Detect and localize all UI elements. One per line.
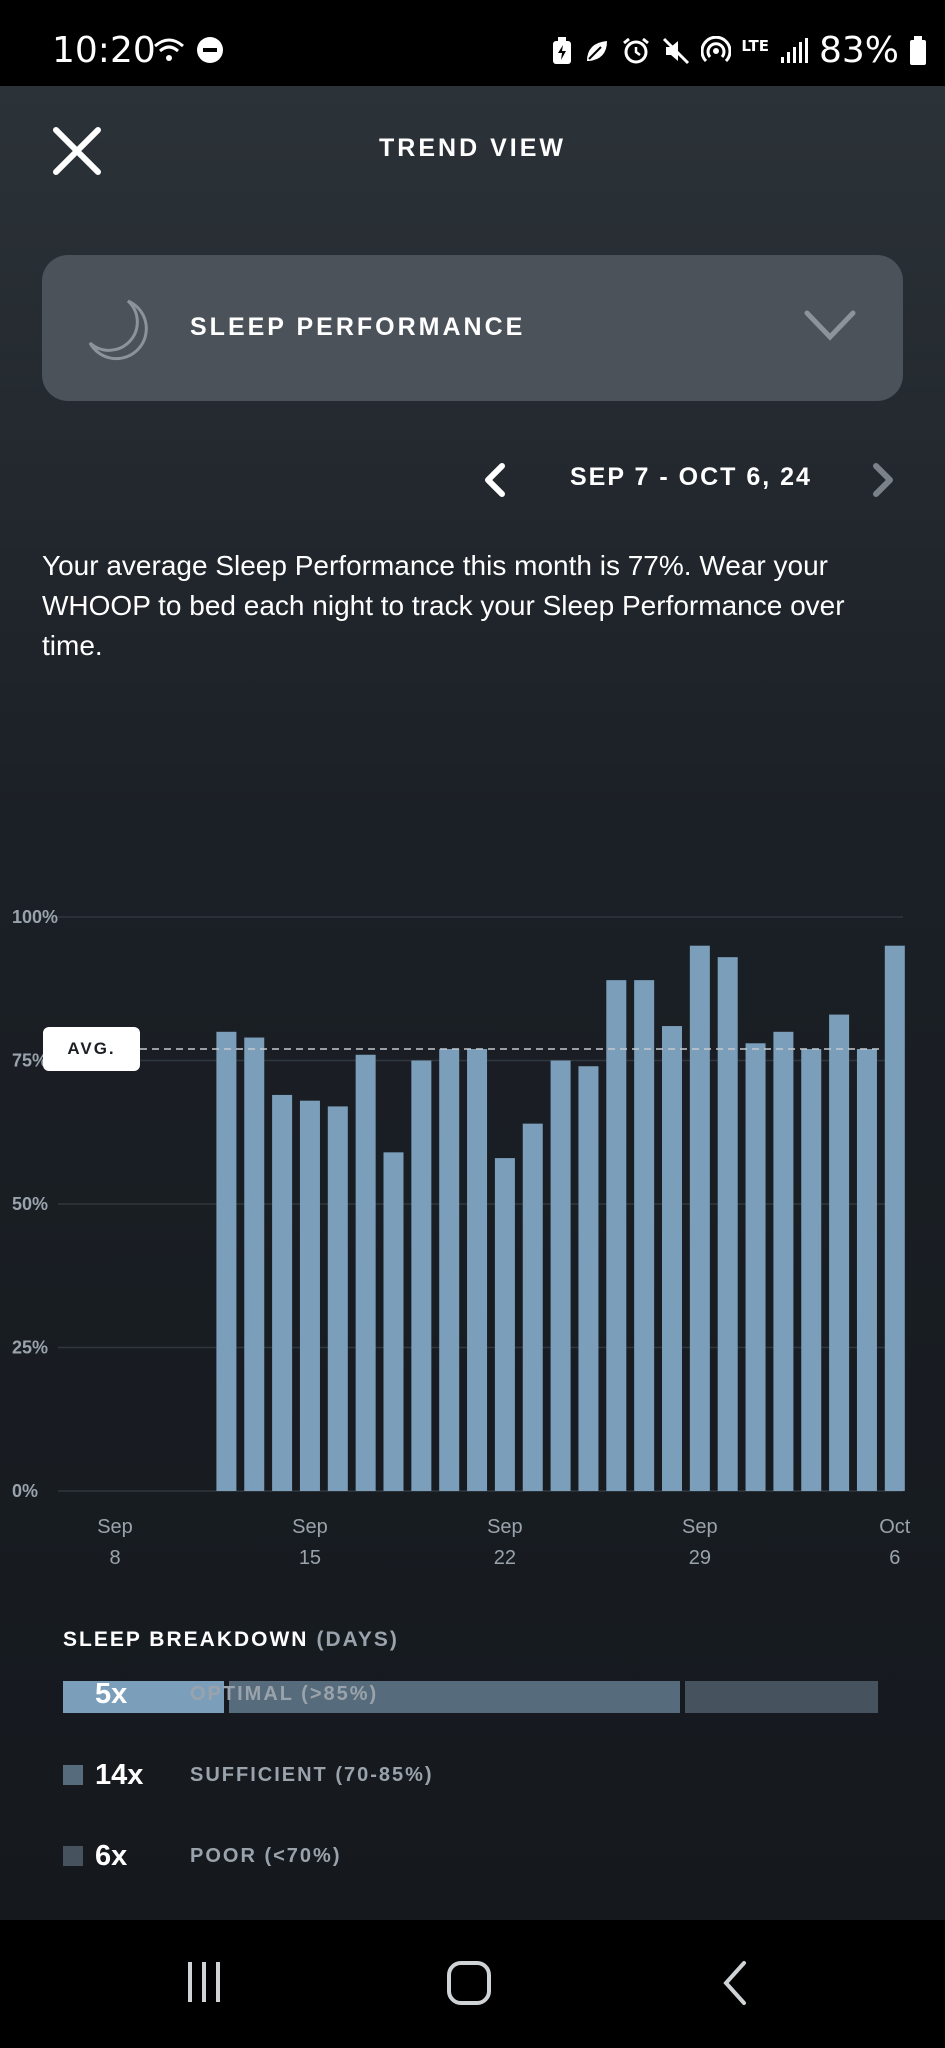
x-axis-labels: Sep 8 Sep 15 Sep 22 Sep 29 Oct 6 xyxy=(97,1516,911,1569)
sufficient-count: 14x xyxy=(95,1758,144,1791)
chart-bar xyxy=(494,1158,515,1491)
breakdown-segment xyxy=(229,1681,680,1713)
y-tick-label: 50% xyxy=(12,1194,48,1214)
breakdown-title-text: SLEEP BREAKDOWN xyxy=(63,1628,309,1651)
x-tick-day: 6 xyxy=(889,1547,900,1569)
moon-icon xyxy=(88,299,148,361)
signal-icon xyxy=(780,37,808,63)
network-type: LTE xyxy=(741,36,769,55)
breakdown-segment xyxy=(63,1681,224,1713)
y-tick-label: 75% xyxy=(12,1051,48,1071)
chart-bars xyxy=(216,945,905,1491)
chart-bar xyxy=(773,1031,794,1491)
alarm-icon xyxy=(623,37,650,63)
chevron-down-icon xyxy=(804,310,856,341)
home-icon[interactable] xyxy=(446,1960,492,2006)
leaf-icon xyxy=(587,40,608,61)
chart-bar xyxy=(244,1037,265,1491)
back-icon[interactable] xyxy=(720,1960,750,2006)
y-tick-label: 25% xyxy=(12,1338,48,1358)
x-tick-day: 22 xyxy=(494,1547,516,1569)
optimal-count: 5x xyxy=(95,1677,128,1710)
wifi-icon xyxy=(154,38,184,61)
optimal-label: OPTIMAL (>85%) xyxy=(190,1682,379,1705)
chart-bar xyxy=(717,957,738,1491)
average-badge: AVG. xyxy=(43,1027,140,1072)
chart-bar xyxy=(550,1060,571,1491)
poor-swatch xyxy=(63,1846,83,1866)
chart-bar xyxy=(578,1066,599,1491)
chart-bar xyxy=(327,1106,348,1491)
close-icon[interactable] xyxy=(52,126,102,176)
breakdown-title: SLEEP BREAKDOWN (DAYS) xyxy=(63,1628,399,1652)
chart-bar xyxy=(272,1094,293,1491)
x-tick-month: Sep xyxy=(97,1516,133,1538)
chart-bar xyxy=(801,1049,822,1491)
system-nav-bar xyxy=(0,1920,945,2048)
status-bar: 10:20 xyxy=(0,0,945,86)
x-tick-day: 8 xyxy=(109,1547,120,1569)
metric-label: SLEEP PERFORMANCE xyxy=(190,313,526,341)
battery-saver-icon xyxy=(553,36,572,64)
previous-range-button[interactable] xyxy=(478,460,512,500)
chart-bar xyxy=(606,980,627,1491)
breakdown-unit: (DAYS) xyxy=(316,1628,399,1651)
chart-bar xyxy=(467,1049,488,1491)
x-tick-month: Sep xyxy=(682,1516,718,1538)
battery-percent: 83% xyxy=(818,30,899,71)
x-tick-month: Oct xyxy=(879,1516,911,1538)
do-not-disturb-icon xyxy=(197,37,223,63)
y-tick-label: 0% xyxy=(12,1481,38,1501)
sufficient-swatch xyxy=(63,1765,83,1785)
trend-view-screen: TREND VIEW SLEEP PERFORMANCE SEP 7 - OCT… xyxy=(0,86,945,1920)
x-tick-day: 15 xyxy=(299,1547,321,1569)
chart-bar xyxy=(355,1054,376,1491)
summary-text: Your average Sleep Performance this mont… xyxy=(42,550,845,661)
chart-bar xyxy=(662,1026,682,1491)
status-time: 10:20 xyxy=(52,30,156,71)
legend-optimal: 5x OPTIMAL (>85%) xyxy=(63,1674,378,1714)
date-range-label: SEP 7 - OCT 6, 24 xyxy=(570,463,812,491)
breakdown-segment xyxy=(684,1681,878,1713)
chart-bar xyxy=(745,1043,766,1491)
page-title: TREND VIEW xyxy=(379,134,566,162)
next-range-button[interactable] xyxy=(866,460,900,500)
breakdown-bar xyxy=(63,1681,878,1713)
chart-bar xyxy=(689,945,710,1491)
chart-bar xyxy=(299,1100,320,1491)
chart-bar xyxy=(216,1031,237,1491)
x-tick-month: Sep xyxy=(487,1516,523,1538)
optimal-swatch xyxy=(63,1684,83,1704)
chart-bar xyxy=(439,1049,460,1491)
sleep-performance-chart: 100% 75% 50% 25% 0% Sep 8 Sep 15 Sep 22 Sep 29 Oct 6 xyxy=(12,907,911,1569)
metric-dropdown[interactable]: SLEEP PERFORMANCE xyxy=(42,255,903,401)
chart-bar xyxy=(884,945,905,1491)
hotspot-icon xyxy=(701,35,732,62)
chart-bar xyxy=(383,1152,404,1491)
recent-apps-icon[interactable] xyxy=(184,1960,224,2004)
chart-bar xyxy=(411,1060,432,1491)
chart-bar xyxy=(522,1123,543,1491)
x-tick-month: Sep xyxy=(292,1516,328,1538)
poor-count: 6x xyxy=(95,1839,128,1872)
y-tick-label: 100% xyxy=(12,907,58,927)
sufficient-label: SUFFICIENT (70-85%) xyxy=(190,1763,434,1786)
legend-sufficient: 14x SUFFICIENT (70-85%) xyxy=(63,1755,434,1795)
poor-label: POOR (<70%) xyxy=(190,1844,342,1867)
battery-icon xyxy=(910,35,926,65)
chart-bar xyxy=(856,1049,877,1491)
chart-bar xyxy=(829,1014,850,1491)
x-tick-day: 29 xyxy=(689,1547,711,1569)
chart-bar xyxy=(634,980,655,1491)
legend-poor: 6x POOR (<70%) xyxy=(63,1836,341,1876)
mute-icon xyxy=(663,37,690,64)
